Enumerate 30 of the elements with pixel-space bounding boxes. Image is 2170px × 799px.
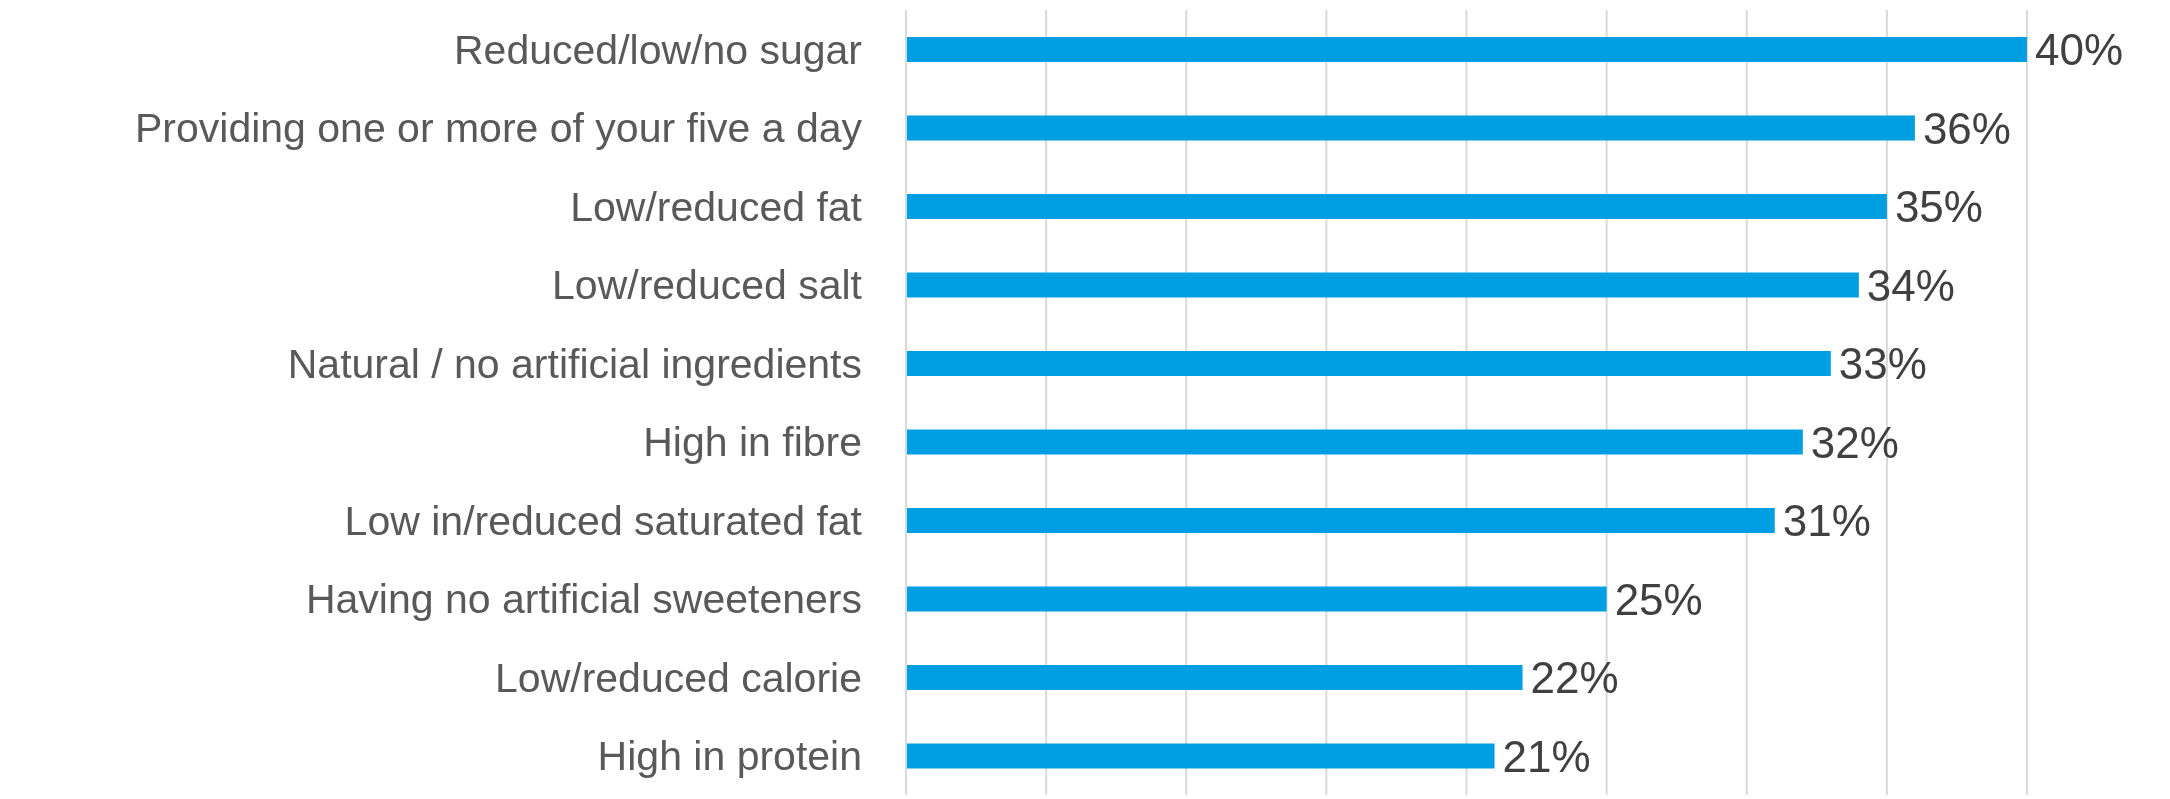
data-label: 32% bbox=[1810, 417, 1899, 467]
y-tick-label: Low in/reduced saturated fat bbox=[344, 497, 863, 544]
data-label: 33% bbox=[1838, 339, 1927, 389]
y-tick-label: Having no artificial sweeteners bbox=[305, 576, 862, 623]
y-tick-label: High in fibre bbox=[643, 419, 862, 466]
y-tick-label: Low/reduced salt bbox=[552, 262, 863, 309]
y-tick-label: Providing one or more of your five a day bbox=[135, 105, 863, 152]
bar bbox=[906, 351, 1831, 376]
data-label: 31% bbox=[1782, 496, 1871, 546]
data-label: 35% bbox=[1894, 182, 1983, 232]
data-label: 36% bbox=[1922, 103, 2011, 153]
bar bbox=[906, 37, 2027, 62]
y-tick-label: Reduced/low/no sugar bbox=[454, 26, 862, 73]
y-tick-label: Low/reduced calorie bbox=[495, 654, 862, 701]
y-tick-label: Natural / no artificial ingredients bbox=[287, 340, 862, 387]
y-tick-label: Low/reduced fat bbox=[570, 183, 863, 230]
bar bbox=[906, 272, 1859, 298]
bar bbox=[906, 115, 1915, 141]
data-label: 40% bbox=[2035, 25, 2124, 75]
bar bbox=[906, 586, 1607, 612]
data-label: 25% bbox=[1614, 574, 1703, 624]
bar bbox=[906, 194, 1887, 219]
bar bbox=[906, 743, 1495, 769]
bar bbox=[906, 665, 1523, 690]
data-label: 22% bbox=[1530, 653, 1619, 703]
data-label: 21% bbox=[1502, 731, 1591, 781]
y-tick-label: High in protein bbox=[597, 733, 862, 780]
bar bbox=[906, 429, 1803, 455]
data-label: 34% bbox=[1866, 260, 1955, 310]
bar bbox=[906, 508, 1775, 533]
